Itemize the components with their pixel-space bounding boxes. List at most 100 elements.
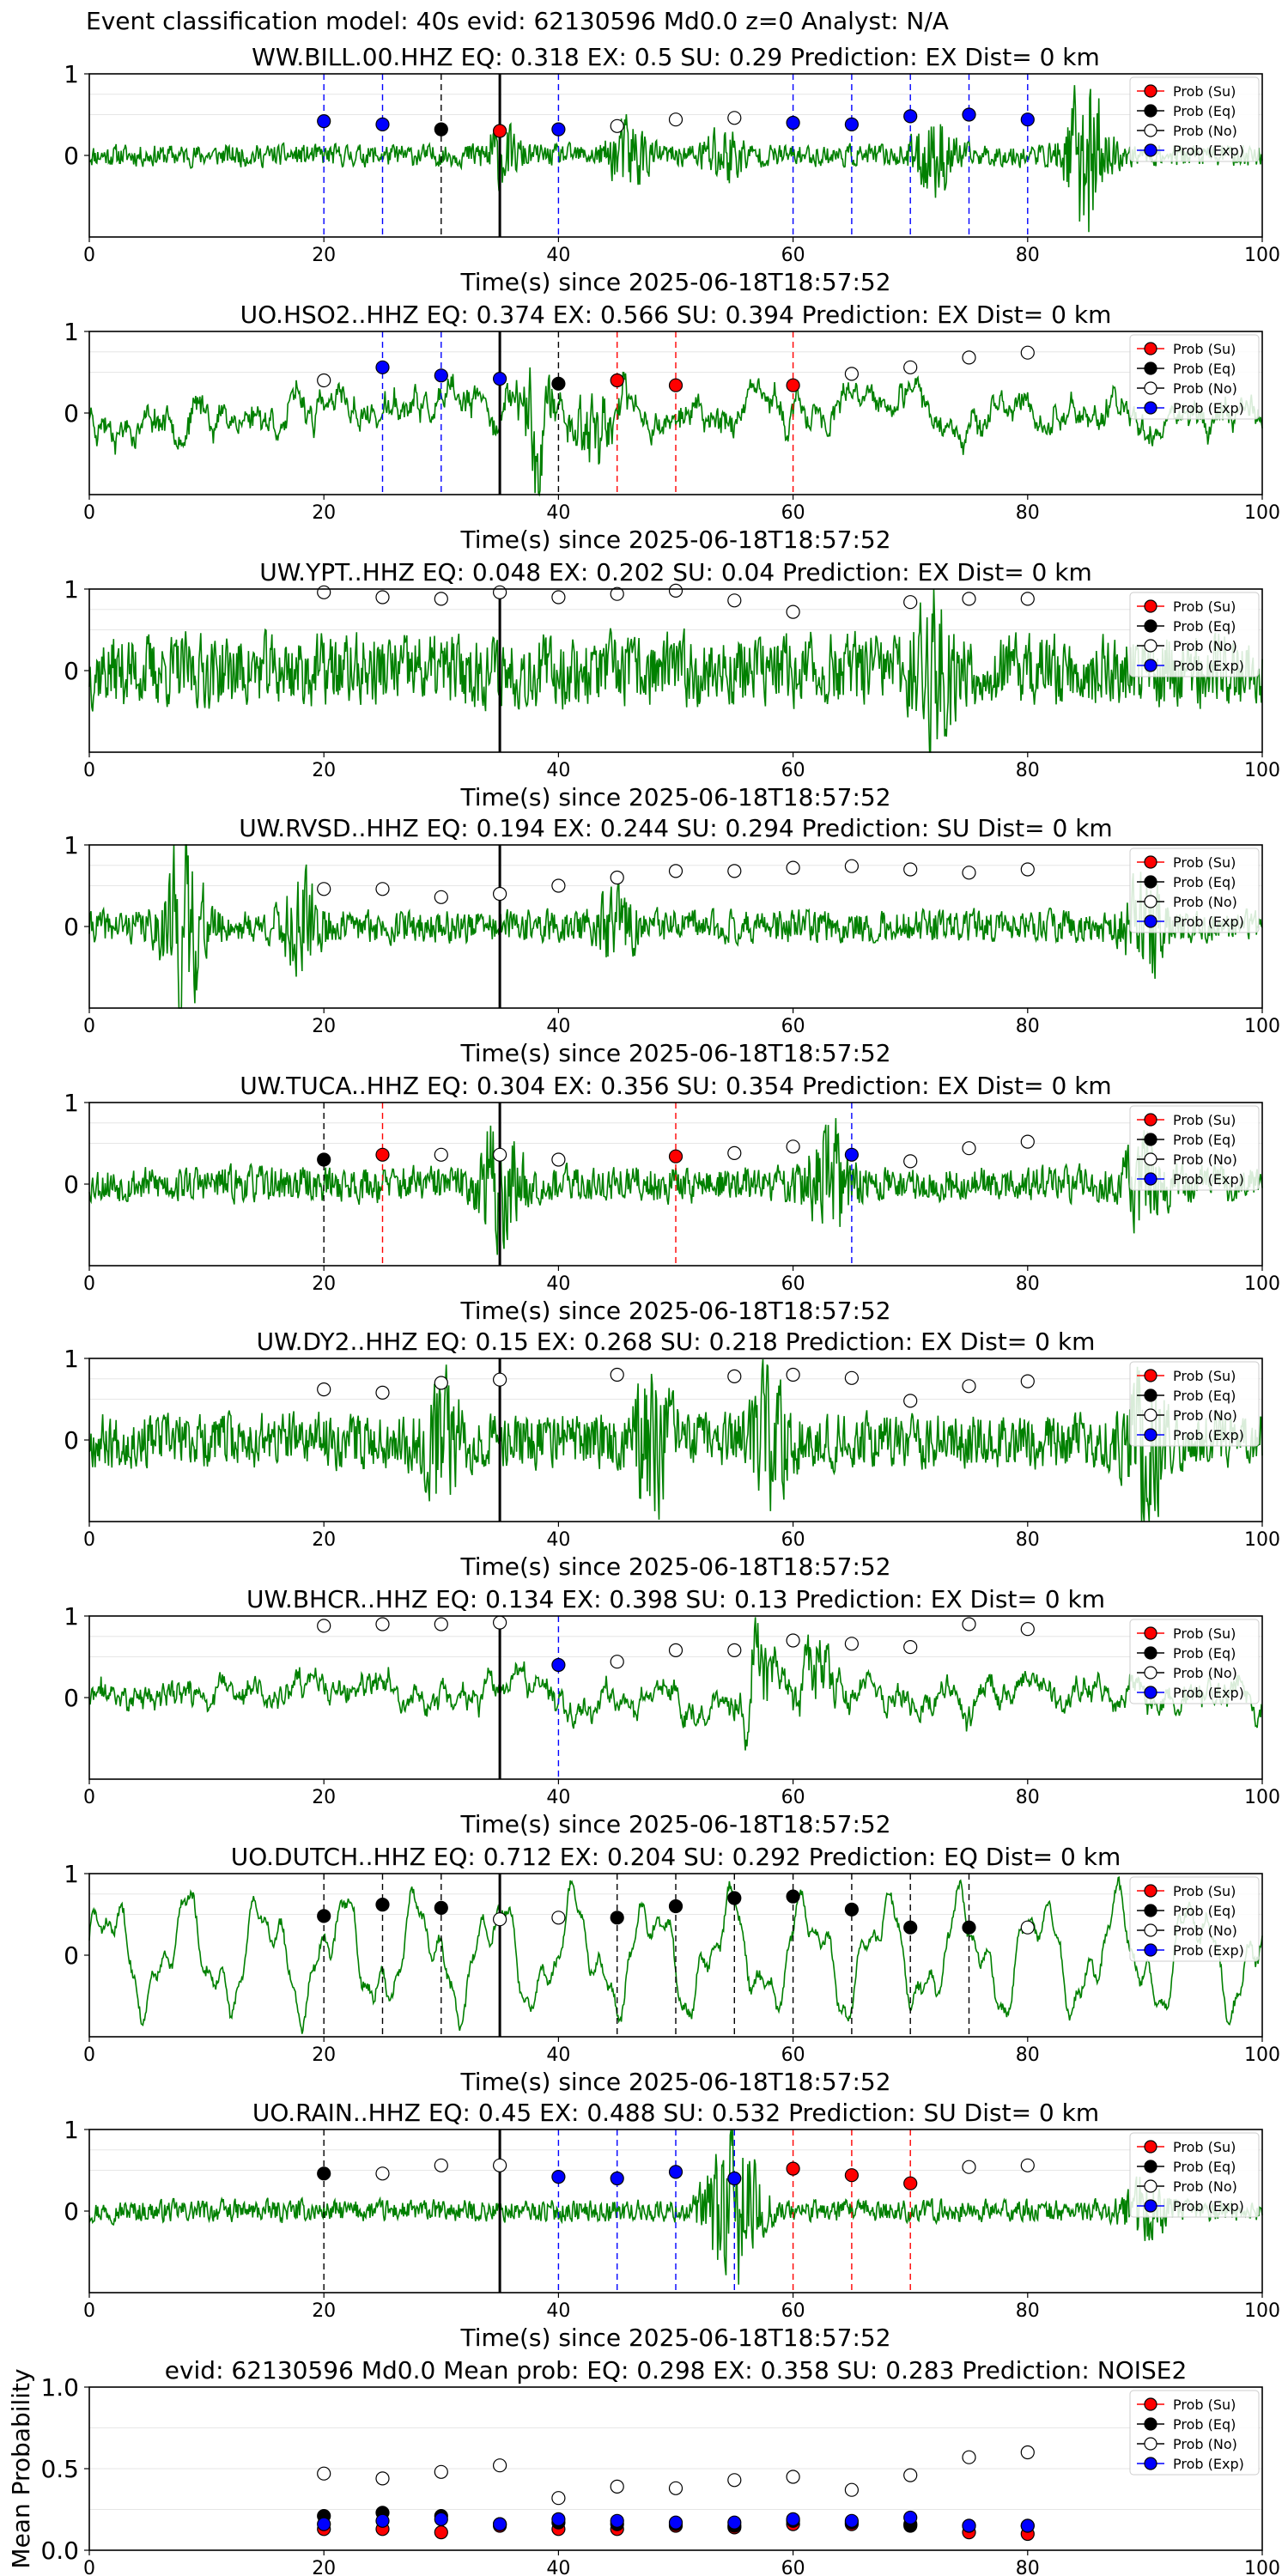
mean-point-no bbox=[962, 2450, 976, 2464]
prob-point-su bbox=[668, 378, 683, 392]
prob-point-no bbox=[1020, 862, 1035, 877]
y-tick-label: 0 bbox=[64, 1941, 79, 1970]
prob-point-eq bbox=[903, 1920, 918, 1935]
legend-marker-exp bbox=[1144, 1686, 1157, 1699]
mean-point-exp bbox=[786, 2512, 800, 2526]
y-tick-label: 0 bbox=[64, 1684, 79, 1712]
x-tick-label: 100 bbox=[1244, 1529, 1280, 1551]
prob-point-su bbox=[786, 378, 800, 392]
x-tick-label: 60 bbox=[781, 1529, 805, 1551]
mean-point-no bbox=[1020, 2445, 1035, 2460]
mean-point-no bbox=[668, 2481, 683, 2495]
prob-point-exp bbox=[551, 122, 566, 137]
x-tick-label: 0 bbox=[83, 2300, 95, 2322]
legend-marker-exp bbox=[1144, 143, 1157, 157]
x-tick-label: 0 bbox=[83, 502, 95, 524]
legend-marker-no bbox=[1144, 1408, 1157, 1422]
y-tick-label: 0 bbox=[64, 142, 79, 170]
prob-point-exp bbox=[551, 1657, 566, 1673]
y-tick-label: 0.5 bbox=[40, 2455, 79, 2483]
legend-marker-exp bbox=[1144, 659, 1157, 672]
prob-point-eq bbox=[317, 2166, 331, 2181]
prob-point-no bbox=[317, 1382, 331, 1397]
prob-point-no bbox=[434, 1147, 448, 1162]
prob-point-no bbox=[610, 118, 624, 133]
mean-point-exp bbox=[844, 2513, 860, 2528]
prob-point-no bbox=[317, 373, 331, 388]
panel-9: UO.RAIN..HHZ EQ: 0.45 EX: 0.488 SU: 0.53… bbox=[64, 2099, 1280, 2352]
x-tick-label: 20 bbox=[312, 760, 336, 781]
x-tick-label: 80 bbox=[1016, 2044, 1040, 2066]
prob-point-no bbox=[551, 1911, 566, 1925]
panel-title: evid: 62130596 Md0.0 Mean prob: EQ: 0.29… bbox=[165, 2356, 1188, 2385]
x-tick-label: 100 bbox=[1244, 2558, 1280, 2576]
legend: Prob (Su) Prob (Eq) Prob (No) Prob (Exp) bbox=[1129, 592, 1260, 677]
legend-label: Prob (Eq) bbox=[1173, 361, 1236, 377]
prob-point-no bbox=[1020, 1622, 1035, 1637]
x-tick-label: 80 bbox=[1016, 245, 1040, 266]
legend-label: Prob (Exp) bbox=[1173, 1427, 1244, 1443]
prob-point-no bbox=[962, 350, 976, 365]
panel-6: UW.DY2..HHZ EQ: 0.15 EX: 0.268 SU: 0.218… bbox=[64, 1327, 1280, 1581]
prob-point-no bbox=[962, 1141, 976, 1156]
x-tick-label: 60 bbox=[781, 2558, 805, 2576]
panel-1: WW.BILL.00.HHZ EQ: 0.318 EX: 0.5 SU: 0.2… bbox=[64, 43, 1280, 296]
x-axis-label: Time(s) since 2025-06-18T18:57:52 bbox=[459, 268, 890, 296]
panel-title: WW.BILL.00.HHZ EQ: 0.318 EX: 0.5 SU: 0.2… bbox=[252, 43, 1100, 71]
legend-marker-eq bbox=[1144, 1388, 1157, 1402]
x-tick-label: 60 bbox=[781, 2044, 805, 2066]
legend-box bbox=[1129, 76, 1260, 162]
prob-point-exp bbox=[786, 115, 800, 131]
mean-point-no bbox=[610, 2479, 624, 2494]
prob-point-no bbox=[610, 586, 624, 601]
x-tick-label: 0 bbox=[83, 2558, 95, 2576]
prob-point-exp bbox=[727, 2171, 742, 2186]
prob-point-no bbox=[727, 111, 742, 125]
x-tick-label: 80 bbox=[1016, 2558, 1040, 2576]
y-tick-label: 1 bbox=[64, 1860, 79, 1888]
prob-point-no bbox=[551, 590, 566, 605]
legend-marker-eq bbox=[1144, 1646, 1157, 1660]
mean-point-no bbox=[786, 2470, 800, 2484]
legend: Prob (Su) Prob (Eq) Prob (No) Prob (Exp) bbox=[1129, 848, 1260, 933]
prob-point-eq bbox=[434, 1900, 448, 1915]
legend: Prob (Su) Prob (Eq) Prob (No) Prob (Exp) bbox=[1129, 76, 1260, 162]
x-tick-label: 40 bbox=[546, 502, 570, 524]
x-axis-label: Time(s) since 2025-06-18T18:57:52 bbox=[459, 1552, 890, 1581]
x-tick-label: 60 bbox=[781, 760, 805, 781]
legend-label: Prob (Exp) bbox=[1173, 658, 1244, 674]
y-tick-label: 1 bbox=[64, 1345, 79, 1373]
prob-point-no bbox=[492, 585, 507, 599]
prob-point-no bbox=[434, 2158, 448, 2172]
legend-marker-no bbox=[1144, 1666, 1157, 1680]
prob-point-su bbox=[610, 373, 624, 388]
x-tick-label: 20 bbox=[312, 1016, 336, 1037]
legend-marker-eq bbox=[1144, 619, 1157, 633]
legend: Prob (Su) Prob (Eq) Prob (No) Prob (Exp) bbox=[1129, 1619, 1260, 1704]
prob-point-no bbox=[844, 367, 860, 381]
prob-point-no bbox=[903, 360, 918, 374]
legend-marker-su bbox=[1144, 599, 1157, 613]
legend-label: Prob (Exp) bbox=[1173, 914, 1244, 930]
prob-point-no bbox=[434, 890, 448, 904]
x-tick-label: 0 bbox=[83, 1273, 95, 1295]
legend-marker-eq bbox=[1144, 2160, 1157, 2173]
prob-point-no bbox=[668, 864, 683, 878]
legend-marker-su bbox=[1144, 342, 1157, 355]
legend-marker-exp bbox=[1144, 2457, 1157, 2470]
legend: Prob (Su) Prob (Eq) Prob (No) Prob (Exp) bbox=[1129, 1876, 1260, 1962]
prob-point-no bbox=[903, 862, 918, 877]
mean-point-exp bbox=[492, 2517, 507, 2531]
legend-label: Prob (Exp) bbox=[1173, 2456, 1244, 2472]
prob-point-no bbox=[668, 583, 683, 598]
x-tick-label: 20 bbox=[312, 2044, 336, 2066]
legend-marker-no bbox=[1144, 381, 1157, 395]
prob-point-no bbox=[551, 878, 566, 893]
y-tick-label: 0 bbox=[64, 1170, 79, 1199]
prob-point-no bbox=[317, 585, 331, 599]
legend-label: Prob (Exp) bbox=[1173, 400, 1244, 416]
panel-title: UW.TUCA..HHZ EQ: 0.304 EX: 0.356 SU: 0.3… bbox=[240, 1072, 1111, 1100]
mean-point-exp bbox=[962, 2518, 976, 2533]
prob-point-no bbox=[727, 1145, 742, 1161]
prob-point-eq bbox=[727, 1891, 742, 1905]
